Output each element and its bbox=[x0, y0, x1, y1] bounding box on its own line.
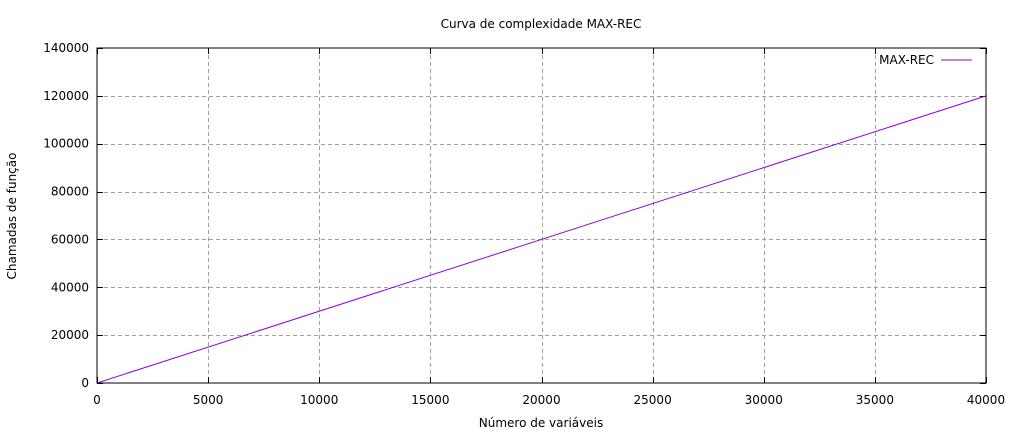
plot-area-frame bbox=[96, 47, 987, 384]
x-tick-label: 10000 bbox=[300, 393, 338, 407]
x-tick-label: 0 bbox=[93, 393, 101, 407]
x-tick-label: 25000 bbox=[634, 393, 672, 407]
chart-title: Curva de complexidade MAX-REC bbox=[441, 17, 642, 31]
legend-label: MAX-REC bbox=[879, 53, 934, 67]
y-tick-label: 40000 bbox=[51, 280, 89, 294]
y-axis-tick-labels: 0 20000 40000 60000 80000 100000 120000 140000 bbox=[43, 41, 89, 390]
x-tick-label: 40000 bbox=[967, 393, 1005, 407]
y-tick-label: 120000 bbox=[43, 89, 89, 103]
x-tick-label: 5000 bbox=[193, 393, 224, 407]
y-tick-label: 140000 bbox=[43, 41, 89, 55]
x-axis-tick-labels: 0 5000 10000 15000 20000 25000 30000 35000 40000 bbox=[93, 393, 1005, 407]
x-tick-label: 15000 bbox=[411, 393, 449, 407]
x-tick-label: 20000 bbox=[522, 393, 560, 407]
series-layer bbox=[96, 95, 987, 384]
x-tick-label: 35000 bbox=[856, 393, 894, 407]
y-tick-label: 60000 bbox=[51, 232, 89, 246]
axis-ticks bbox=[97, 48, 987, 384]
x-tick-label: 30000 bbox=[745, 393, 783, 407]
x-axis-label: Número de variáveis bbox=[479, 416, 603, 430]
y-tick-label: 80000 bbox=[51, 185, 89, 199]
y-tick-label: 0 bbox=[81, 376, 89, 390]
y-tick-label: 100000 bbox=[43, 137, 89, 151]
y-axis-label: Chamadas de função bbox=[5, 153, 19, 280]
legend: MAX-REC bbox=[879, 53, 972, 67]
y-tick-label: 20000 bbox=[51, 328, 89, 342]
series-line-max-rec bbox=[96, 95, 987, 384]
